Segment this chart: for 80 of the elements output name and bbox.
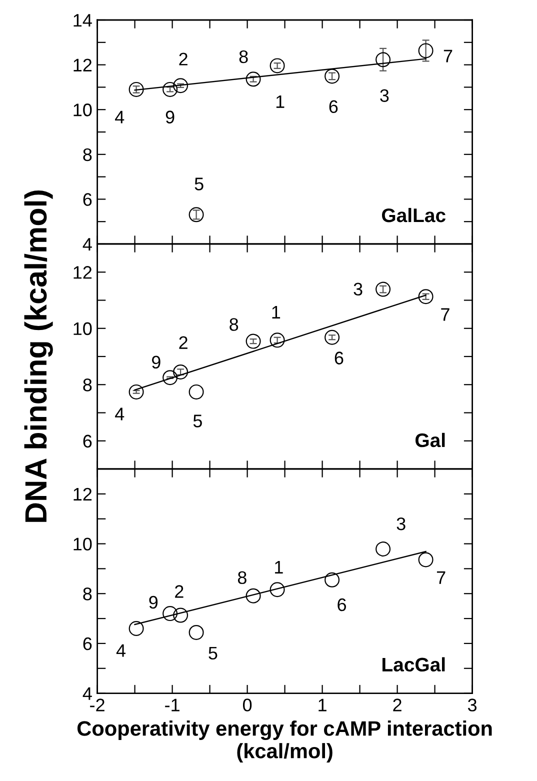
annotation: 3 [380,89,389,102]
annotation: 2 [179,336,188,349]
y-tick-label: 8 [83,148,92,162]
y-tick-label: 12 [74,58,92,72]
y-tick-label: 12 [74,266,92,279]
point [188,624,204,640]
y-tick-label: 6 [83,193,92,206]
y-tick-label: 10 [74,104,92,116]
y-tick-label: 10 [74,322,92,336]
annotation: Gal [416,432,445,448]
annotation: 1 [275,561,283,574]
annotation: 1 [272,306,280,318]
point [173,364,188,380]
annotation: GalLac [382,208,446,222]
y-axis-title: DNA binding (kcal/mol) [24,190,53,522]
annotation: 5 [194,178,204,190]
point [128,82,144,97]
annotation: 7 [444,50,452,62]
y-tick-label: 8 [83,588,92,600]
y-tick-label: 6 [83,637,92,650]
annotation: 4 [115,408,124,420]
point [418,289,434,304]
point [418,43,434,58]
annotation: 4 [115,110,124,124]
annotation: 2 [179,52,188,66]
y-tick-label: 4 [82,687,92,700]
point [324,572,340,588]
annotation: 3 [396,517,406,530]
point [376,542,391,556]
x-tick-label: 1 [318,698,326,712]
annotation: 1 [276,95,284,108]
annotation: 9 [149,596,158,609]
y-tick-label: 10 [74,538,92,550]
point [128,621,144,636]
point [324,330,340,345]
point [270,582,285,598]
x-axis-title: Cooperativity energy for cAMP interaction (kcal/mol) [77,720,492,762]
point [188,207,204,222]
y-tick-label: 4 [82,238,92,251]
point [173,608,188,623]
annotation: 6 [334,352,344,364]
point [376,52,391,68]
x-tick-label: 2 [393,698,402,712]
annotation: 7 [441,308,450,321]
point [246,588,261,604]
annotation: 5 [193,414,202,428]
point [162,82,178,97]
x-tick-label: 0 [242,698,252,712]
x-tick-label: 3 [468,698,477,712]
x-tick-label: -1 [165,698,180,712]
annotation: 5 [208,646,218,660]
point [270,58,285,74]
y-tick-label: 6 [83,434,92,448]
annotation: 9 [166,110,174,124]
annotation: 2 [175,585,184,598]
annotation: 8 [239,50,248,64]
annotation: 6 [329,100,338,114]
point [324,68,340,84]
y-tick-label: 14 [74,14,92,27]
point [162,370,178,386]
annotation: 8 [238,571,246,584]
annotation: 9 [152,356,160,369]
annotation: 3 [354,282,362,296]
x-tick-label: -2 [90,698,104,712]
y-tick-label: 8 [83,378,92,392]
point [188,384,204,400]
y-tick-label: 12 [74,488,92,500]
point [246,72,261,87]
annotation: 7 [436,571,446,584]
point [128,384,144,400]
point [173,78,188,94]
point [246,334,261,349]
annotation: LacGal [382,657,445,672]
annotation: 6 [338,598,346,612]
point [270,332,285,348]
point [162,606,178,622]
annotation: 4 [116,644,126,657]
point [376,282,391,297]
annotation: 8 [230,318,238,331]
point [418,552,434,568]
